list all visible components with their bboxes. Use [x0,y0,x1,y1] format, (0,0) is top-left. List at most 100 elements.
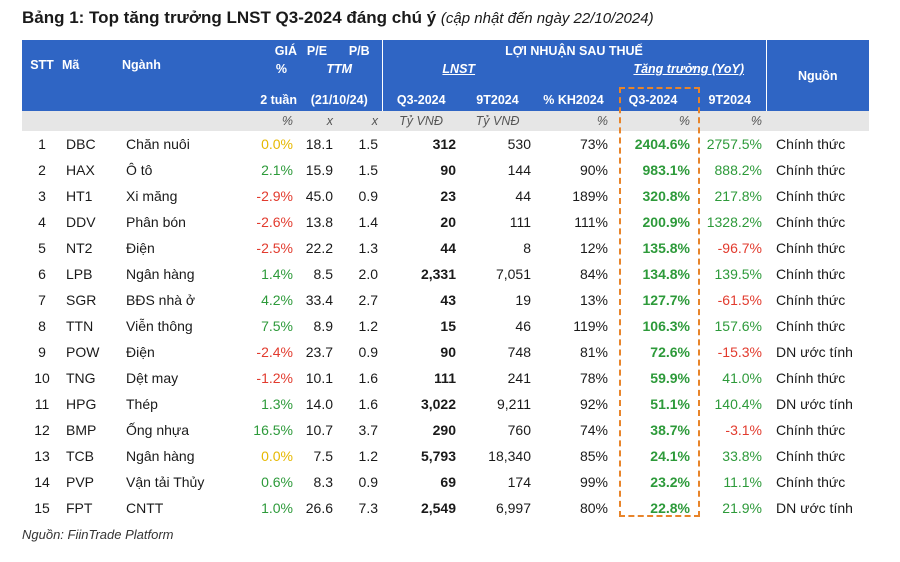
row-sector: CNTT [126,500,164,516]
row-price-change: 1.3% [261,396,293,412]
row-sector: Thép [126,396,158,412]
row-stt: 5 [38,240,46,256]
row-growth-q3: 51.1% [650,396,690,412]
row-source: Chính thức [776,292,846,308]
row-pb: 7.3 [358,500,378,516]
title-subtitle: (cập nhật đến ngày 22/10/2024) [440,10,654,27]
row-growth-q3: 135.8% [642,240,690,256]
row-source: Chính thức [776,370,846,386]
row-sector: Dệt may [126,370,179,386]
row-sector: Ngân hàng [126,266,195,282]
unit-growth-q3: % [612,111,694,131]
row-profit-9t: 530 [507,136,531,152]
header-ttm: TTM [297,62,382,89]
header-nganh: Ngành [122,40,242,89]
header-ttm-date: (21/10/24) [297,89,382,111]
row-source: Chính thức [776,240,846,256]
row-price-change: 1.4% [261,266,293,282]
row-stt: 8 [38,318,46,334]
row-stt: 14 [34,474,50,490]
header-stt: STT [22,40,62,89]
header-pct-kh: % KH2024 [535,89,612,111]
row-profit-q3: 23 [440,188,456,204]
row-ticker: SGR [66,292,97,308]
header-gia-pct: % [275,62,287,76]
row-profit-q3: 111 [434,370,456,386]
table-row: 9 POW Điện -2.4% 23.7 0.9 90 748 81% 72.6% -15.3% D… [22,339,869,365]
row-growth-9t: 11.1% [723,474,762,490]
row-growth-9t: 41.0% [722,370,762,386]
row-ticker: TNG [66,370,96,386]
row-pb: 3.7 [358,422,378,438]
row-stt: 15 [34,500,50,516]
row-pe: 33.4 [305,292,333,308]
row-profit-q3: 90 [440,344,456,360]
row-price-change: 1.0% [261,500,293,516]
row-sector: Ngân hàng [126,448,195,464]
table-row: 15 FPT CNTT 1.0% 26.6 7.3 2,549 6,997 80% 22.8% 21… [22,495,869,521]
row-growth-q3: 200.9% [642,214,690,230]
row-profit-q3: 2,331 [420,266,456,282]
row-pe: 8.9 [313,318,333,334]
row-source: Chính thức [776,188,846,204]
row-plan-pct: 119% [573,318,608,334]
unit-9t: Tỷ VNĐ [460,111,535,131]
row-ticker: POW [66,344,100,360]
row-profit-9t: 111 [509,214,531,230]
row-pb: 1.3 [358,240,378,256]
row-ticker: DDV [66,214,96,230]
table-row: 5 NT2 Điện -2.5% 22.2 1.3 44 8 12% 135.8% -96.7% Ch… [22,235,869,261]
row-sector: BĐS nhà ở [126,292,196,308]
title-main: Bảng 1: Top tăng trưởng LNST Q3-2024 đán… [22,8,437,27]
row-price-change: 0.6% [261,474,293,490]
row-price-change: 2.1% [261,162,293,178]
row-plan-pct: 74% [579,422,608,438]
row-pe: 13.8 [305,214,333,230]
row-profit-9t: 46 [515,318,531,334]
row-profit-9t: 8 [523,240,531,256]
row-growth-q3: 983.1% [642,162,690,178]
row-plan-pct: 90% [579,162,608,178]
row-pb: 0.9 [358,188,378,204]
unit-gia: % [242,111,297,131]
row-growth-9t: -96.7% [717,240,762,256]
row-growth-9t: -15.3% [717,344,762,360]
row-pe: 22.2 [305,240,333,256]
row-profit-q3: 2,549 [420,500,456,516]
row-pb: 2.0 [358,266,378,282]
row-sector: Viễn thông [126,318,193,334]
row-source: Chính thức [776,266,846,282]
row-pe: 7.5 [313,448,333,464]
row-pe: 10.1 [305,370,333,386]
row-pb: 1.2 [358,448,378,464]
row-profit-9t: 760 [507,422,531,438]
row-price-change: 0.0% [261,448,293,464]
row-growth-q3: 134.8% [642,266,690,282]
row-growth-9t: 888.2% [714,162,762,178]
table-row: 13 TCB Ngân hàng 0.0% 7.5 1.2 5,793 18,340 85% 24… [22,443,869,469]
table-row: 11 HPG Thép 1.3% 14.0 1.6 3,022 9,211 92% 51.1% 14… [22,391,869,417]
row-plan-pct: 99% [579,474,608,490]
row-pe: 15.9 [305,162,333,178]
row-growth-9t: 157.6% [714,318,762,334]
header-nguon: Nguồn [765,40,869,111]
row-growth-q3: 24.1% [650,448,690,464]
row-growth-9t: -61.5% [717,292,762,308]
row-pb: 0.9 [358,474,378,490]
table-row: 1 DBC Chăn nuôi 0.0% 18.1 1.5 312 530 73% 2404.6%… [22,131,869,157]
table-row: 2 HAX Ô tô 2.1% 15.9 1.5 90 144 90% 983.1% 888.2% C… [22,157,869,183]
unit-pe: x [297,111,337,131]
row-growth-q3: 59.9% [650,370,690,386]
header-tang-truong: Tăng trưởng (YoY) [612,62,766,89]
header-9t2024: 9T2024 [460,89,535,111]
row-plan-pct: 80% [579,500,608,516]
header-lnst-group: LỢI NHUẬN SAU THUẾ [381,40,766,62]
row-growth-9t: -3.1% [725,422,762,438]
row-profit-9t: 7,051 [495,266,531,282]
row-pe: 8.3 [313,474,333,490]
row-profit-q3: 90 [440,162,456,178]
row-pb: 1.5 [358,162,378,178]
table-body: 1 DBC Chăn nuôi 0.0% 18.1 1.5 312 530 73% 2404.6%… [22,131,869,521]
row-growth-q3: 127.7% [642,292,690,308]
row-pb: 2.7 [358,292,378,308]
